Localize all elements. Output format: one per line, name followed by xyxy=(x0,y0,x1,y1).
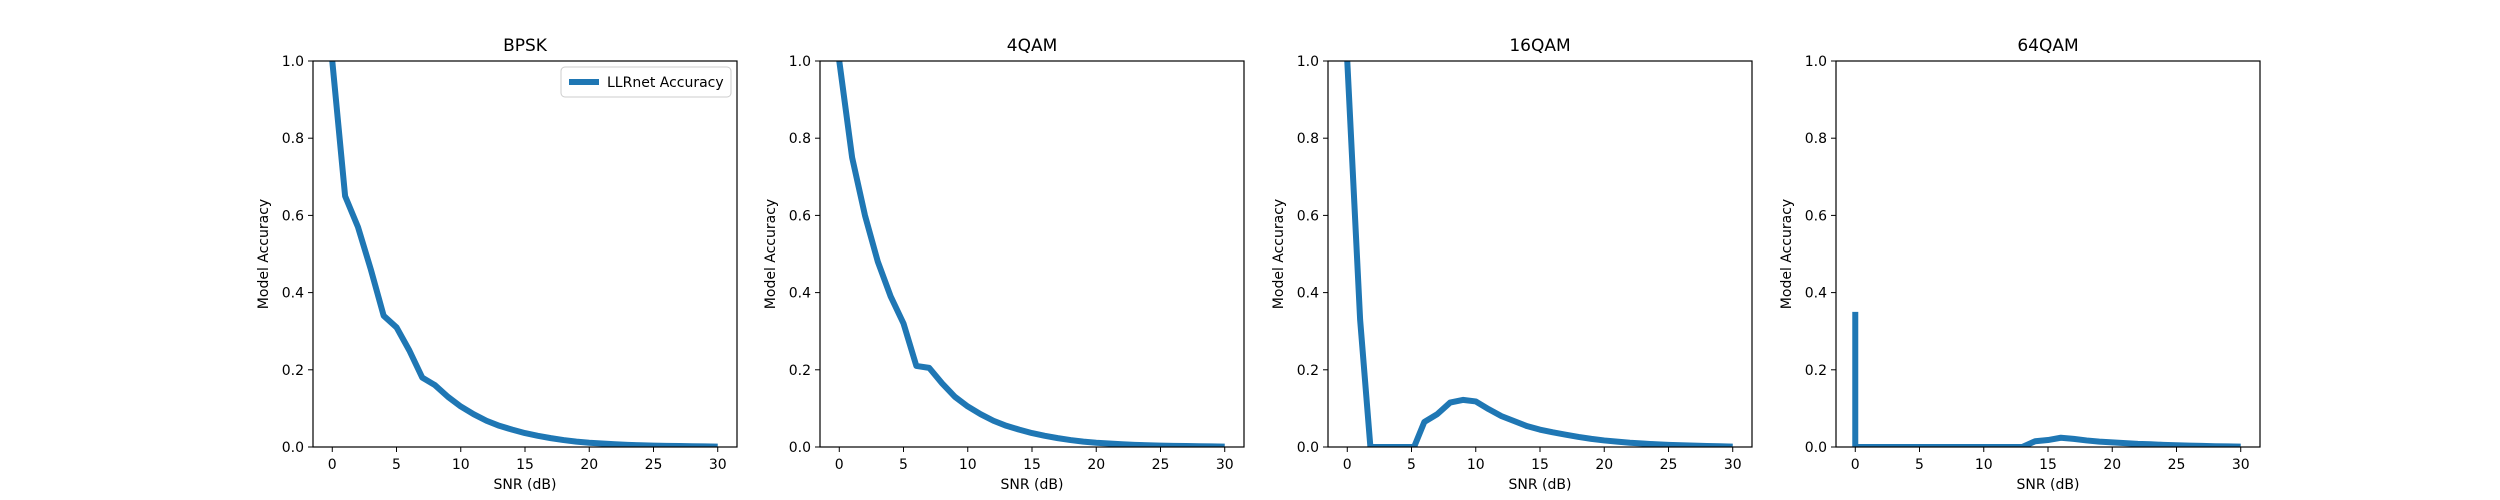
axes-frame xyxy=(1835,60,2261,448)
x-tick-label: 30 xyxy=(1216,457,1234,473)
series-line xyxy=(1852,311,2241,447)
x-tick-label: 10 xyxy=(1467,457,1485,473)
y-tick-label: 0.6 xyxy=(789,208,811,224)
x-tick-label: 0 xyxy=(835,457,844,473)
y-tick-label: 1.0 xyxy=(282,54,304,70)
legend: LLRnet Accuracy xyxy=(560,66,732,98)
x-tick-label: 20 xyxy=(1595,457,1613,473)
y-tick-label: 1.0 xyxy=(1297,54,1319,70)
x-tick-label: 20 xyxy=(1087,457,1105,473)
x-axis-label: SNR (dB) xyxy=(2017,477,2080,493)
x-tick-label: 5 xyxy=(392,457,401,473)
y-tick-label: 0.2 xyxy=(1297,363,1319,379)
y-axis-label: Model Accuracy xyxy=(256,199,272,309)
x-tick-label: 15 xyxy=(1531,457,1549,473)
x-tick-label: 10 xyxy=(1975,457,1993,473)
y-tick-label: 0.0 xyxy=(282,440,304,456)
axes-frame xyxy=(312,60,738,448)
axes-frame xyxy=(1327,60,1753,448)
axes-frame xyxy=(819,60,1245,448)
y-tick-label: 0.8 xyxy=(282,131,304,147)
subplot-2: 4QAM 0 5 10 15 20 25 30 0.0 0.2 0.4 0.6 0.8 1.0 SNR (d… xyxy=(763,36,1245,493)
y-tick-label: 0.6 xyxy=(1297,208,1319,224)
x-tick-label: 30 xyxy=(1724,457,1742,473)
x-axis-label: SNR (dB) xyxy=(494,477,557,493)
y-tick-label: 0.6 xyxy=(1805,208,1827,224)
y-tick-label: 0.8 xyxy=(1805,131,1827,147)
x-tick-label: 0 xyxy=(1343,457,1352,473)
subplot-title: 64QAM xyxy=(2017,36,2078,56)
y-tick-label: 0.0 xyxy=(1805,440,1827,456)
subplot-title: 4QAM xyxy=(1007,36,1058,56)
x-tick-label: 20 xyxy=(580,457,598,473)
x-axis-label: SNR (dB) xyxy=(1509,477,1572,493)
y-tick-label: 0.4 xyxy=(282,286,304,302)
x-axis-label: SNR (dB) xyxy=(1001,477,1064,493)
y-tick-label: 0.8 xyxy=(789,131,811,147)
subplot-3: 16QAM 0 5 10 15 20 25 30 0.0 0.2 0.4 0.6 0.8 1.0 SNR (… xyxy=(1271,36,1753,493)
series-line xyxy=(1344,61,1733,447)
x-tick-label: 5 xyxy=(899,457,908,473)
y-tick-label: 0.2 xyxy=(1805,363,1827,379)
y-axis-label: Model Accuracy xyxy=(1779,199,1795,309)
y-tick-label: 1.0 xyxy=(1805,54,1827,70)
x-tick-label: 10 xyxy=(452,457,470,473)
x-tick-label: 30 xyxy=(709,457,727,473)
x-tick-label: 15 xyxy=(1023,457,1041,473)
subplot-1: BPSK 0 5 10 15 20 25 30 0.0 0.2 0.4 0.6 0.8 1.0 SNR (d… xyxy=(256,36,738,493)
x-tick-label: 0 xyxy=(328,457,337,473)
subplot-4: 64QAM 0 5 10 15 20 25 30 0.0 0.2 0.4 0.6 0.8 1.0 SNR (… xyxy=(1779,36,2261,493)
y-tick-label: 0.4 xyxy=(1805,286,1827,302)
x-tick-label: 5 xyxy=(1915,457,1924,473)
subplot-title: BPSK xyxy=(503,36,548,56)
y-tick-label: 0.0 xyxy=(789,440,811,456)
y-tick-label: 0.2 xyxy=(789,363,811,379)
y-tick-label: 0.2 xyxy=(282,363,304,379)
x-tick-label: 25 xyxy=(2168,457,2186,473)
y-tick-label: 0.4 xyxy=(1297,286,1319,302)
x-tick-label: 30 xyxy=(2232,457,2250,473)
y-tick-label: 0.0 xyxy=(1297,440,1319,456)
y-tick-label: 0.4 xyxy=(789,286,811,302)
series-line xyxy=(836,61,1225,447)
subplot-title: 16QAM xyxy=(1509,36,1570,56)
x-tick-label: 5 xyxy=(1407,457,1416,473)
y-axis-label: Model Accuracy xyxy=(763,199,779,309)
legend-box xyxy=(560,66,732,98)
x-tick-label: 10 xyxy=(959,457,977,473)
x-tick-label: 0 xyxy=(1851,457,1860,473)
y-tick-label: 0.6 xyxy=(282,208,304,224)
y-tick-label: 1.0 xyxy=(789,54,811,70)
x-tick-label: 15 xyxy=(2039,457,2057,473)
y-tick-label: 0.8 xyxy=(1297,131,1319,147)
x-tick-label: 20 xyxy=(2103,457,2121,473)
series-line xyxy=(329,61,718,447)
x-tick-label: 25 xyxy=(1152,457,1170,473)
x-tick-label: 25 xyxy=(1660,457,1678,473)
y-axis-label: Model Accuracy xyxy=(1271,199,1287,309)
legend-label: LLRnet Accuracy xyxy=(607,75,724,91)
x-tick-label: 25 xyxy=(645,457,663,473)
x-tick-label: 15 xyxy=(516,457,534,473)
